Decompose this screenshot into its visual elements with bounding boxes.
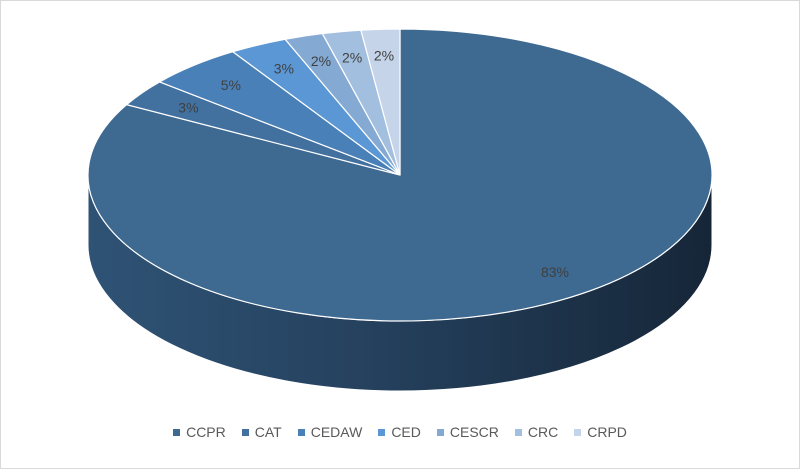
legend-item-crpd: CRPD [574, 424, 627, 440]
legend-swatch-cescr [436, 428, 444, 436]
legend-label-cat: CAT [254, 424, 282, 440]
data-label-cedaw: 5% [221, 77, 241, 93]
legend-swatch-crc [514, 428, 522, 436]
legend-label-crc: CRC [527, 424, 559, 440]
data-label-crc: 2% [342, 49, 362, 65]
legend-label-cescr: CESCR [449, 424, 499, 440]
data-label-crpd: 2% [374, 48, 394, 64]
legend-item-cescr: CESCR [436, 424, 499, 440]
pie-top-layer [87, 28, 713, 322]
legend-item-ced: CED [378, 424, 421, 440]
legend-item-ccpr: CCPR [173, 424, 226, 440]
legend-label-cedaw: CEDAW [310, 424, 363, 440]
data-label-cat: 3% [178, 100, 198, 116]
legend-swatch-crpd [574, 428, 582, 436]
legend-item-crc: CRC [514, 424, 559, 440]
data-label-ced: 3% [274, 60, 294, 76]
pie-label-layer: 83% 3% 5% 3% 2% 2% 2% [178, 48, 569, 280]
data-label-ccpr: 83% [541, 264, 569, 280]
data-label-cescr: 2% [311, 53, 331, 69]
legend-swatch-ced [378, 428, 386, 436]
legend-item-cat: CAT [241, 424, 282, 440]
legend-swatch-ccpr [173, 428, 181, 436]
legend-label-ccpr: CCPR [186, 424, 226, 440]
legend: CCPR CAT CEDAW CED CESCR CRC CRPD [0, 424, 800, 440]
legend-swatch-cedaw [297, 428, 305, 436]
pie-slice-crpd [360, 28, 401, 176]
legend-item-cedaw: CEDAW [297, 424, 363, 440]
legend-swatch-cat [241, 428, 249, 436]
legend-label-ced: CED [391, 424, 421, 440]
legend-label-crpd: CRPD [587, 424, 627, 440]
